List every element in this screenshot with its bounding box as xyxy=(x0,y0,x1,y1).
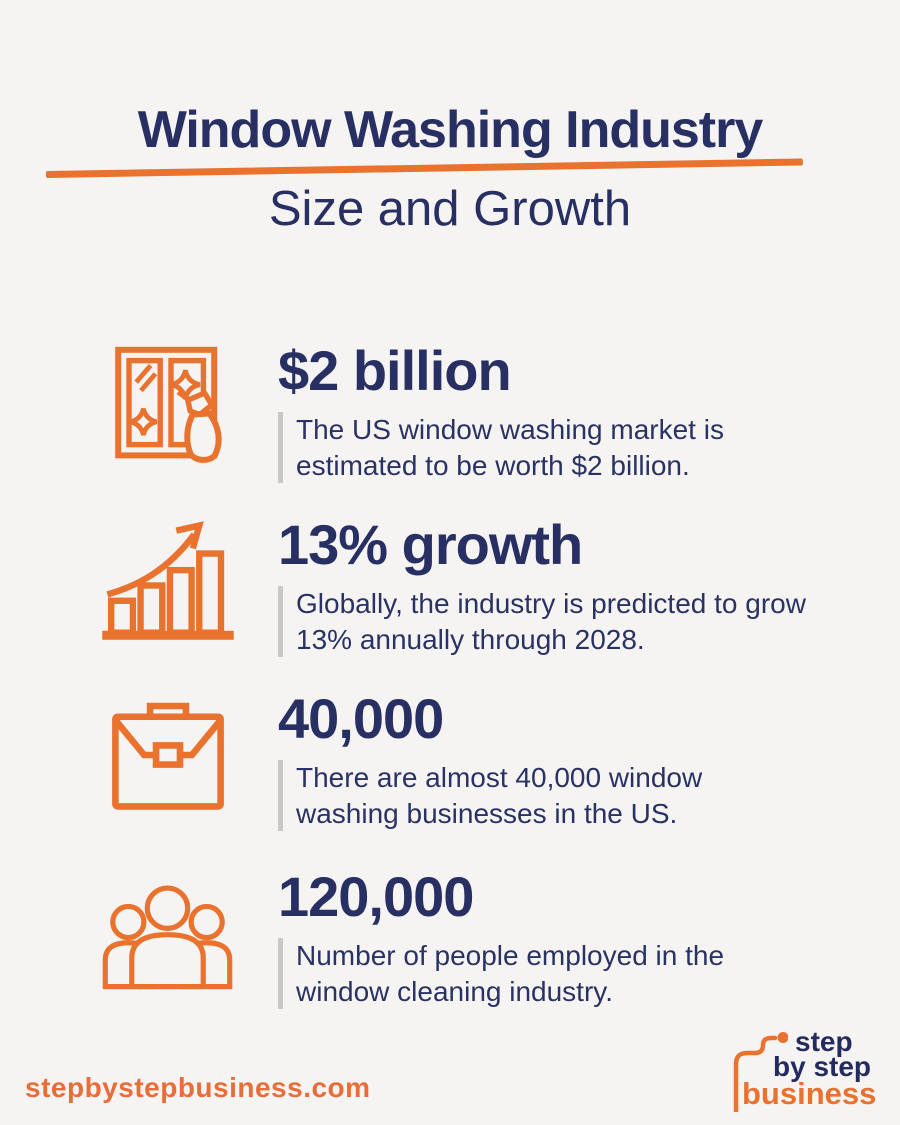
page-title: Window Washing Industry xyxy=(137,101,764,159)
briefcase-icon-svg xyxy=(111,702,224,810)
briefcase-icon xyxy=(95,690,240,818)
logo-text-step: step xyxy=(795,1026,853,1057)
stat-growth: 13% growth Globally, the industry is pre… xyxy=(95,513,855,658)
people-group-icon xyxy=(95,868,240,996)
stat-value-growth: 13% growth xyxy=(278,513,583,576)
stat-body: 120,000 Number of people employed in the… xyxy=(278,865,855,1010)
window-washing-icon xyxy=(95,342,240,470)
stat-description-market-size: The US window washing market is estimate… xyxy=(278,412,810,484)
growth-chart-icon xyxy=(95,516,240,644)
logo-text-business: business xyxy=(742,1076,877,1111)
stat-description-employment: Number of people employed in the window … xyxy=(278,938,810,1010)
window-washing-icon-svg xyxy=(114,346,222,463)
stat-body: $2 billion The US window washing market … xyxy=(278,339,855,484)
stepbystep-logo: step by step business xyxy=(728,1020,888,1115)
stat-market-size: $2 billion The US window washing market … xyxy=(95,339,855,484)
stat-description-growth: Globally, the industry is predicted to g… xyxy=(278,586,810,658)
growth-chart-icon-svg xyxy=(101,521,234,640)
stairs-icon xyxy=(733,1032,788,1112)
logo-text-by-step: by step xyxy=(773,1051,872,1082)
page-subtitle: Size and Growth xyxy=(268,182,632,236)
title-underline-decoration xyxy=(45,158,803,178)
stat-body: 13% growth Globally, the industry is pre… xyxy=(278,513,855,658)
website-url: stepbystepbusiness.com xyxy=(25,1072,371,1103)
people-group-icon-svg xyxy=(102,885,233,990)
stat-value-businesses: 40,000 xyxy=(278,687,444,750)
stat-value-market-size: $2 billion xyxy=(278,339,512,402)
stat-businesses: 40,000 There are almost 40,000 window wa… xyxy=(95,687,855,832)
stat-employment: 120,000 Number of people employed in the… xyxy=(95,865,855,1010)
stat-value-employment: 120,000 xyxy=(278,865,474,928)
stat-body: 40,000 There are almost 40,000 window wa… xyxy=(278,687,855,832)
stat-description-businesses: There are almost 40,000 window washing b… xyxy=(278,760,810,832)
